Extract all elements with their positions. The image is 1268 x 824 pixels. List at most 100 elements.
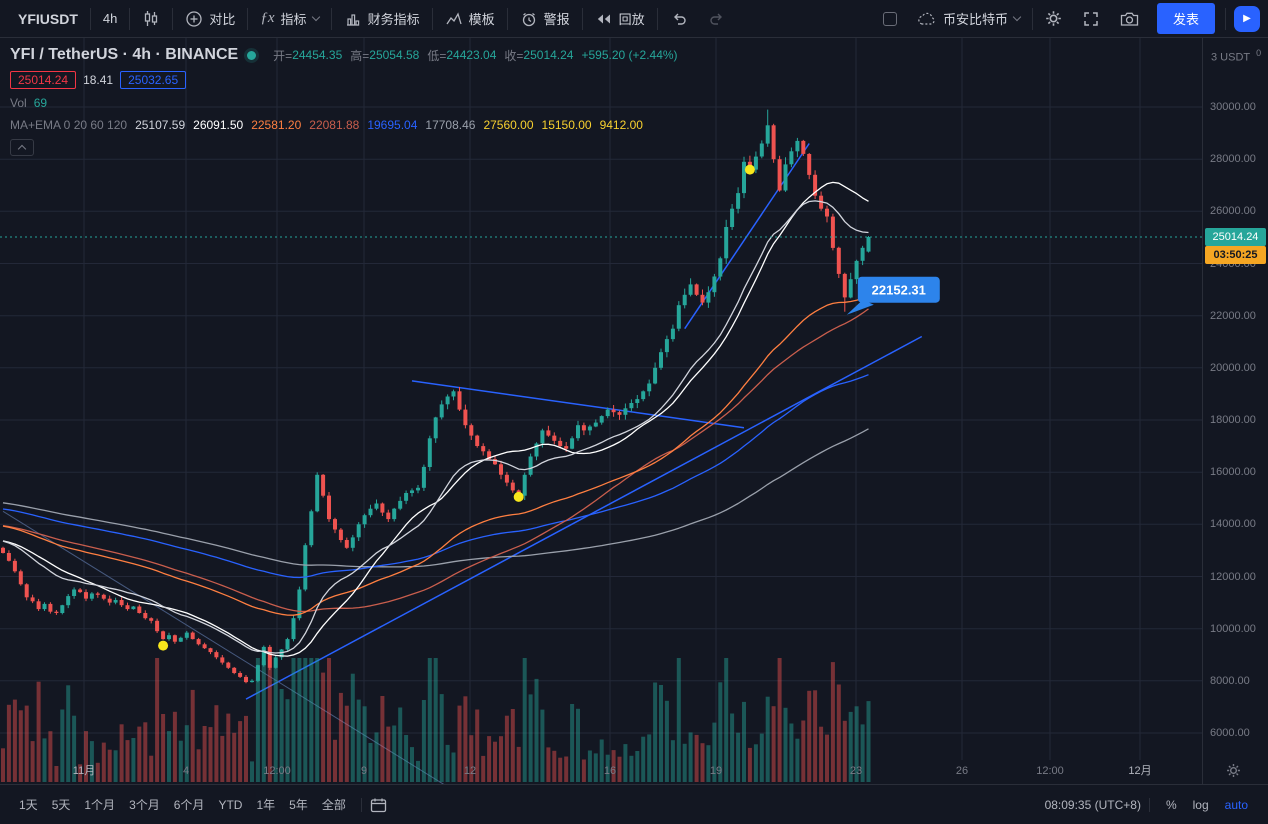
- marker-dot[interactable]: [158, 640, 169, 651]
- publish-button[interactable]: 发表: [1156, 3, 1215, 34]
- symbol-title[interactable]: YFI / TetherUS · 4h · BINANCE: [10, 46, 239, 63]
- ma-line-ema20[interactable]: [2, 200, 869, 654]
- toolbar-divider: [89, 7, 91, 30]
- settings-button[interactable]: [1035, 5, 1072, 33]
- chevron-up-icon: [17, 144, 27, 154]
- trendline[interactable]: [2, 510, 454, 791]
- ma-line-sma120[interactable]: [2, 428, 869, 568]
- range-button-2[interactable]: 1个月: [84, 798, 116, 812]
- market-status-dot[interactable]: [247, 50, 257, 60]
- svg-text:12月: 12月: [1128, 765, 1151, 777]
- candle-bodies-up: [42, 125, 871, 683]
- undo-button[interactable]: [660, 5, 698, 33]
- volume-value: 69: [33, 96, 48, 110]
- snapshot-button[interactable]: [1110, 5, 1149, 33]
- svg-text:16: 16: [604, 765, 616, 777]
- rewind-icon: [595, 10, 613, 28]
- time-axis-labels[interactable]: 11月 4 12:00 9 12 16 19 23 26 12:00 12月: [73, 765, 1152, 777]
- candle-wicks-up: [44, 109, 869, 683]
- ma-value: 22581.20: [251, 118, 302, 132]
- volume-series: [1, 658, 871, 782]
- trendline[interactable]: [411, 380, 745, 429]
- price-axis-label: 26000.00: [1210, 205, 1256, 218]
- redo-button[interactable]: [698, 5, 736, 33]
- interval-button[interactable]: 4h: [102, 11, 118, 26]
- fullscreen-button[interactable]: [1072, 5, 1110, 33]
- cloud-icon: [917, 12, 937, 26]
- play-icon: ▶: [1243, 13, 1251, 24]
- toolbar-divider: [172, 7, 174, 30]
- marker-dot[interactable]: [744, 164, 755, 175]
- log-scale-button[interactable]: log: [1192, 797, 1209, 812]
- template-icon: [445, 10, 463, 28]
- fundamentals-button[interactable]: 财务指标: [334, 5, 430, 33]
- range-selector: 1天 5天 1个月 3个月 6个月 YTD 1年 5年 全部: [12, 796, 353, 813]
- range-button-7[interactable]: 5年: [289, 798, 308, 812]
- bar-chart-icon: [344, 10, 362, 28]
- ma-line-sma60[interactable]: [2, 308, 869, 613]
- countdown-pill: 03:50:25: [1205, 246, 1266, 265]
- spread-value: 18.41: [83, 73, 114, 87]
- goto-date-icon[interactable]: [370, 797, 387, 813]
- replay-button[interactable]: 回放: [585, 5, 655, 33]
- svg-text:12:00: 12:00: [263, 765, 291, 777]
- trendline[interactable]: [245, 335, 923, 700]
- toolbar-divider: [581, 7, 583, 30]
- svg-text:4: 4: [183, 765, 189, 777]
- indicator-legend: MA+EMA 0 20 60 120 25107.59 26091.50 22581…: [10, 117, 643, 133]
- chart-style-button[interactable]: [132, 5, 170, 33]
- ohlc-label: 高=: [350, 48, 370, 63]
- chevron-down-icon: [1012, 12, 1022, 22]
- ohlc-change: +595.20 (+2.44%): [581, 48, 678, 62]
- play-button[interactable]: ▶: [1234, 5, 1260, 32]
- ma-value: 22081.88: [309, 118, 360, 132]
- range-button-6[interactable]: 1年: [256, 798, 276, 812]
- ma-line-ema120[interactable]: [2, 374, 869, 579]
- axis-settings-gear-icon[interactable]: [1226, 763, 1241, 781]
- chart-plot[interactable]: 22152.31 11月 4 12:00 9 12 16 19 23 26 12:00 12月: [0, 38, 1202, 791]
- symbol-button[interactable]: YFIUSDT: [18, 10, 78, 27]
- trendline[interactable]: [684, 143, 810, 330]
- range-button-5[interactable]: YTD: [218, 798, 243, 812]
- price-axis[interactable]: 3 USDT 0 25014.24 03:50:25 30000.00 28000.…: [1202, 38, 1268, 784]
- cloud-layout-button[interactable]: 币安比特币: [907, 5, 1030, 33]
- layout-checkbox[interactable]: [882, 11, 897, 26]
- alarm-clock-icon: [520, 10, 538, 28]
- candle-bodies-down: [1, 125, 847, 683]
- clock[interactable]: 08:09:35 (UTC+8): [1044, 797, 1141, 812]
- range-button-8[interactable]: 全部: [321, 798, 346, 812]
- svg-text:11月: 11月: [73, 765, 95, 777]
- price-callout[interactable]: 22152.31: [846, 276, 940, 315]
- fx-icon: ƒx: [260, 10, 275, 26]
- auto-scale-button[interactable]: auto: [1224, 797, 1248, 812]
- templates-button[interactable]: 模板: [435, 5, 505, 33]
- sell-price-box[interactable]: 25014.24: [10, 71, 77, 89]
- range-button-1[interactable]: 5天: [51, 798, 71, 812]
- percent-scale-button[interactable]: %: [1165, 797, 1177, 812]
- marker-dot[interactable]: [513, 491, 524, 502]
- alert-button[interactable]: 警报: [510, 5, 580, 33]
- ohlc-value: 24454.35: [292, 48, 343, 62]
- indicators-button[interactable]: ƒx 指标: [250, 5, 328, 33]
- ma-value: 19695.04: [367, 118, 418, 132]
- gear-icon: [1045, 10, 1062, 27]
- ohlc-readout: 开= 24454.35 高= 25054.58 低= 24423.04 收= 25014.24…: [265, 47, 677, 64]
- svg-text:23: 23: [850, 765, 862, 777]
- range-button-3[interactable]: 3个月: [129, 798, 160, 812]
- footer-divider: [360, 797, 362, 812]
- undo-arrow-icon: [670, 11, 688, 27]
- price-axis-label: 16000.00: [1210, 466, 1256, 479]
- buy-price-box[interactable]: 25032.65: [120, 71, 187, 89]
- compare-button[interactable]: 对比: [175, 5, 245, 33]
- legend-collapse-button[interactable]: [10, 139, 34, 156]
- price-axis-label: 18000.00: [1210, 414, 1256, 426]
- compare-plus-icon: [185, 10, 203, 28]
- range-button-4[interactable]: 6个月: [173, 798, 205, 812]
- range-button-0[interactable]: 1天: [19, 798, 38, 812]
- toolbar-right: 币安比特币 发表 ▶: [873, 0, 1260, 37]
- footer-divider: [1148, 797, 1150, 812]
- fullscreen-icon: [1082, 10, 1100, 28]
- chart-canvas[interactable]: 22152.31 11月 4 12:00 9 12 16 19 23 26 12:00 12月: [0, 38, 1202, 791]
- ma-line-ema60[interactable]: [2, 295, 869, 616]
- redo-arrow-icon: [708, 11, 726, 27]
